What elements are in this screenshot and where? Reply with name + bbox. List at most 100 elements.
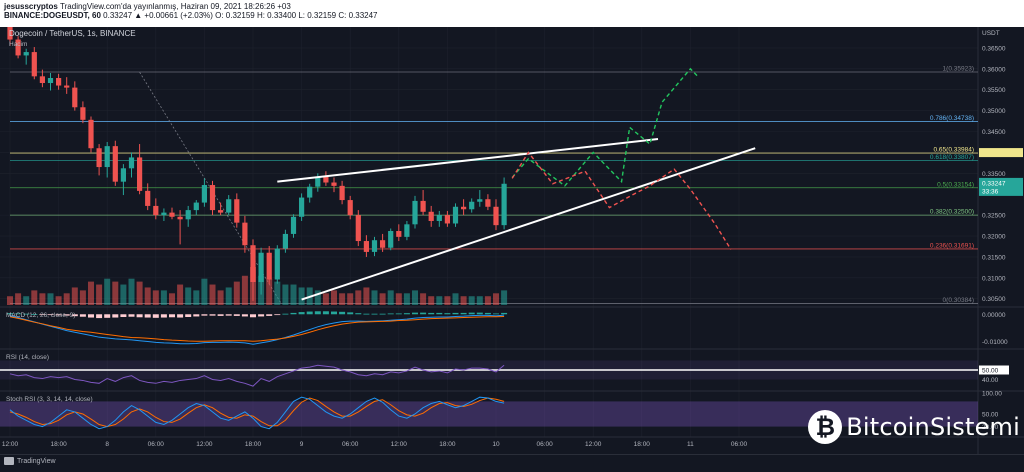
fib-label-7: 0(0.30384) [943, 297, 974, 304]
candle-body-8 [72, 87, 78, 108]
macd-hist-44 [363, 313, 370, 315]
stoch-tick-2: 20.00 [982, 424, 999, 431]
fib-label-2: 0.65(0.33984) [934, 147, 974, 154]
price-tick-9: 0.31500 [982, 254, 1006, 261]
candle-body-2 [23, 52, 29, 56]
volume-bar-10 [88, 281, 94, 305]
volume-bar-43 [355, 290, 362, 305]
volume-bars [7, 267, 508, 305]
macd-line [9, 314, 505, 345]
candle-body-31 [258, 252, 264, 283]
candles [7, 27, 507, 301]
footer-bar: TradingView [0, 454, 1024, 472]
bearish-scenario-path [511, 151, 732, 250]
volume-bar-0 [7, 296, 13, 305]
candle-body-61 [501, 183, 507, 226]
price-tick-10: 0.31000 [982, 275, 1006, 282]
candle-body-27 [226, 199, 232, 213]
volume-bar-51 [420, 293, 427, 305]
candle-body-28 [234, 199, 240, 223]
last-price-tag [979, 177, 1023, 196]
candle-body-42 [347, 200, 353, 216]
volume-bar-59 [484, 296, 491, 305]
time-tick-8: 12:00 [391, 441, 408, 448]
macd-hist-58 [476, 312, 483, 315]
macd-hist-50 [412, 312, 418, 315]
last-price-value: 0.33247 [982, 180, 1006, 187]
time-axis[interactable]: 12:00 18:00 8 06:00 12:00 18:00 9 06:00 12:00 18:… [2, 441, 748, 448]
volume-bar-55 [452, 293, 459, 305]
macd-hist-54 [444, 313, 451, 315]
stoch-tick-0: 100.00 [982, 391, 1002, 398]
macd-hist-59 [484, 312, 491, 315]
macd-hist-57 [468, 312, 475, 315]
volume-bar-52 [428, 296, 435, 305]
candle-body-56 [461, 206, 467, 210]
candle-body-23 [193, 202, 199, 211]
platform-name: TradingView [17, 457, 56, 465]
macd-hist-30 [250, 314, 256, 318]
macd-hist-11 [96, 314, 103, 319]
axis-currency-label: USDT [982, 30, 1000, 37]
stoch-d-line [9, 397, 505, 428]
fibonacci-retracement[interactable]: 1(0.35923) 0.786(0.34738) 0.65(0.33984)0.6… [10, 66, 978, 305]
volume-bar-47 [387, 290, 394, 305]
macd-hist-9 [79, 314, 86, 317]
price-tick-1: 0.36000 [982, 66, 1006, 73]
volume-bar-48 [395, 293, 402, 305]
macd-hist-23 [193, 314, 200, 317]
fib-label-1: 0.786(0.34738) [930, 115, 974, 122]
volume-bar-40 [331, 290, 337, 305]
time-tick-10: 10 [492, 441, 500, 448]
candle-body-52 [428, 211, 434, 221]
candle-body-38 [315, 176, 321, 187]
macd-hist-6 [55, 314, 62, 316]
macd-hist-26 [217, 314, 224, 316]
candle-body-26 [218, 210, 224, 213]
price-tick-4: 0.34500 [982, 129, 1006, 136]
macd-hist-60 [493, 313, 499, 315]
volume-bar-29 [241, 275, 248, 305]
volume-bar-3 [31, 290, 38, 305]
macd-hist-27 [225, 314, 232, 316]
volume-bar-32 [266, 278, 273, 305]
macd-hist-14 [120, 314, 127, 317]
time-tick-9: 18:00 [439, 441, 456, 448]
candle-body-37 [307, 186, 313, 198]
candle-body-34 [282, 233, 288, 249]
macd-hist-15 [128, 314, 135, 317]
trendlines[interactable] [277, 138, 756, 301]
volume-bar-42 [347, 293, 354, 305]
volume-bar-56 [460, 296, 467, 305]
candle-body-15 [128, 157, 135, 169]
trading-chart[interactable]: 1(0.35923) 0.786(0.34738) 0.65(0.33984)0.6… [0, 27, 1024, 454]
price-tick-2: 0.35500 [982, 87, 1006, 94]
volume-bar-27 [225, 287, 232, 305]
volume-bar-6 [55, 296, 62, 305]
macd-hist-61 [501, 312, 508, 315]
candle-body-13 [112, 146, 118, 182]
candle-body-46 [380, 240, 386, 248]
candle-body-47 [388, 231, 394, 248]
macd-hist-41 [339, 311, 346, 315]
tradingview-logo[interactable]: TradingView [4, 457, 56, 465]
candle-body-44 [363, 241, 369, 252]
price-axis[interactable]: USDT 0.36500 0.36000 0.35500 0.35000 0.34500 0… [979, 30, 1023, 431]
macd-hist-37 [306, 311, 313, 315]
macd-hist-39 [322, 311, 329, 315]
macd-signal-line [9, 315, 505, 342]
fib-label-6: 0.236(0.31691) [930, 242, 974, 249]
scenario-paths[interactable] [511, 67, 732, 250]
fib-label-3: 0.618(0.33807) [930, 154, 974, 161]
candle-body-35 [290, 216, 297, 234]
macd-hist-16 [136, 314, 143, 318]
candle-body-7 [64, 85, 70, 88]
candle-body-25 [209, 185, 216, 211]
candle-body-45 [371, 240, 378, 252]
macd-hist-33 [274, 314, 281, 316]
macd-hist-24 [201, 314, 208, 316]
publish-date: TradingView.com'da yayınlanmış, Haziran … [60, 2, 291, 11]
volume-bar-14 [120, 284, 127, 305]
volume-bar-15 [128, 278, 135, 305]
volume-bar-57 [468, 296, 475, 305]
